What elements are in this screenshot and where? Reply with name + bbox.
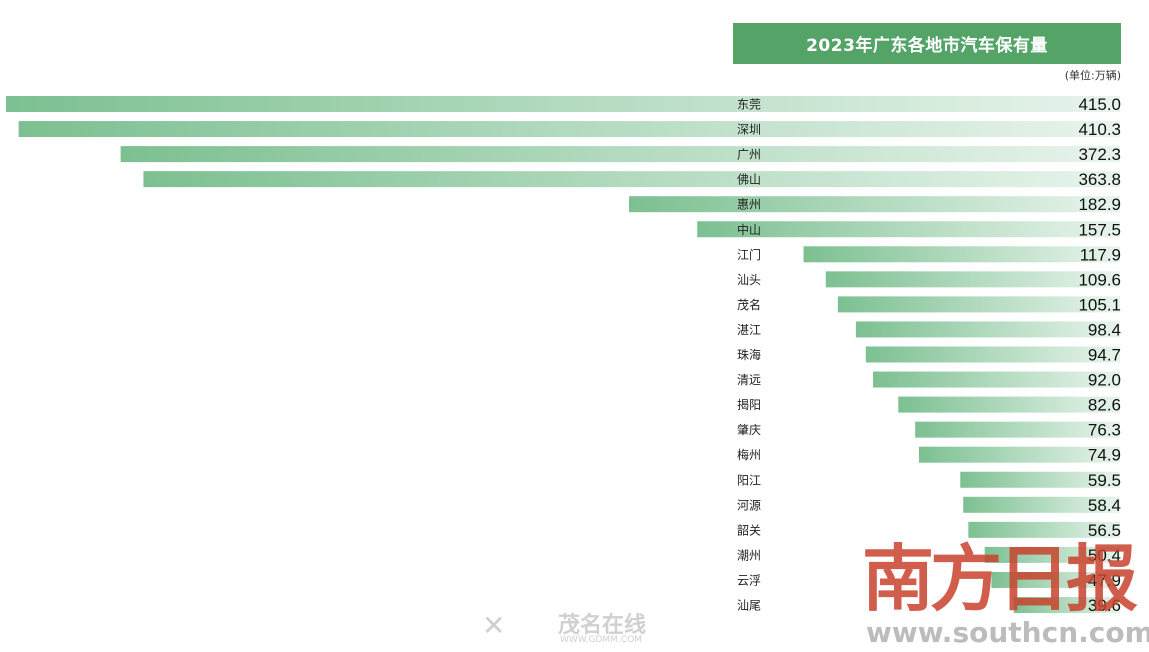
bar-云浮 (991, 571, 1120, 588)
category-label: 湛江 (737, 323, 761, 337)
category-label: 潮州 (737, 547, 761, 562)
bar-江门 (803, 246, 1120, 263)
value-label: 59.5 (1088, 471, 1121, 490)
value-label: 372.3 (1078, 145, 1121, 164)
value-label: 94.7 (1088, 346, 1121, 365)
category-label: 珠海 (737, 347, 761, 362)
value-label: 105.1 (1078, 295, 1121, 314)
category-label: 深圳 (737, 123, 761, 137)
bar-梅州 (918, 446, 1120, 463)
category-label: 惠州 (737, 198, 761, 212)
category-label: 东莞 (737, 98, 761, 112)
bar-东莞 (6, 96, 1120, 112)
category-label: 梅州 (737, 447, 761, 462)
value-label: 92.0 (1088, 371, 1121, 390)
category-label: 茂名 (737, 297, 761, 312)
bar-中山 (697, 221, 1120, 238)
category-label: 广州 (737, 148, 761, 162)
value-label: 410.3 (1078, 120, 1121, 139)
site-watermark-mark: ✕ (482, 609, 506, 642)
category-label: 汕头 (737, 273, 761, 287)
bar-珠海 (865, 346, 1120, 363)
bar-阳江 (960, 471, 1120, 488)
value-label: 109.6 (1078, 270, 1121, 289)
bar-河源 (963, 496, 1120, 513)
category-label: 揭阳 (737, 397, 761, 412)
bar-潮州 (984, 546, 1120, 563)
category-label: 韶关 (737, 522, 761, 537)
value-label: 98.4 (1088, 320, 1121, 339)
category-label: 清远 (737, 373, 761, 387)
value-label: 56.5 (1088, 521, 1121, 540)
site-watermark-name: 茂名在线 (558, 613, 647, 638)
value-label: 182.9 (1078, 195, 1121, 214)
value-label: 157.5 (1078, 220, 1121, 239)
value-label: 117.9 (1080, 245, 1121, 264)
category-label: 河源 (737, 498, 761, 512)
bar-清远 (873, 371, 1120, 388)
bar-惠州 (629, 196, 1120, 213)
category-label: 云浮 (737, 573, 761, 587)
unit-note: (单位:万辆) (1064, 69, 1121, 82)
bar-湛江 (855, 321, 1120, 338)
category-label: 肇庆 (737, 422, 761, 437)
value-label: 76.3 (1088, 421, 1121, 440)
value-label: 415.0 (1078, 95, 1121, 114)
bar-揭阳 (898, 396, 1120, 413)
category-label: 江门 (737, 247, 761, 262)
category-label: 汕尾 (737, 599, 761, 613)
value-label: 39.6 (1088, 596, 1121, 615)
bar-茂名 (837, 296, 1120, 313)
category-label: 佛山 (737, 173, 761, 187)
bar-汕尾 (1013, 597, 1120, 613)
bar-广州 (120, 146, 1120, 163)
category-label: 中山 (737, 222, 761, 237)
value-label: 50.4 (1088, 546, 1121, 565)
value-label: 47.9 (1088, 571, 1121, 590)
category-label: 阳江 (737, 473, 761, 487)
value-label: 74.9 (1088, 446, 1121, 465)
value-label: 58.4 (1088, 496, 1121, 515)
bar-深圳 (18, 121, 1121, 138)
chart-title: 2023年广东各地市汽车保有量 (733, 23, 1121, 64)
newspaper-url-watermark: www.southcn.com (866, 616, 1149, 649)
bar-汕头 (825, 271, 1120, 288)
bar-佛山 (143, 171, 1121, 188)
value-label: 363.8 (1078, 170, 1121, 189)
bar-肇庆 (915, 421, 1120, 438)
site-watermark-url: WWW.GDMM.COM (560, 635, 642, 645)
site-watermark: ✕ 茂名在线 WWW.GDMM.COM (478, 605, 678, 647)
bar-韶关 (968, 521, 1120, 538)
value-label: 82.6 (1088, 396, 1121, 415)
newspaper-logo-watermark: 南方日报 (862, 536, 1138, 621)
